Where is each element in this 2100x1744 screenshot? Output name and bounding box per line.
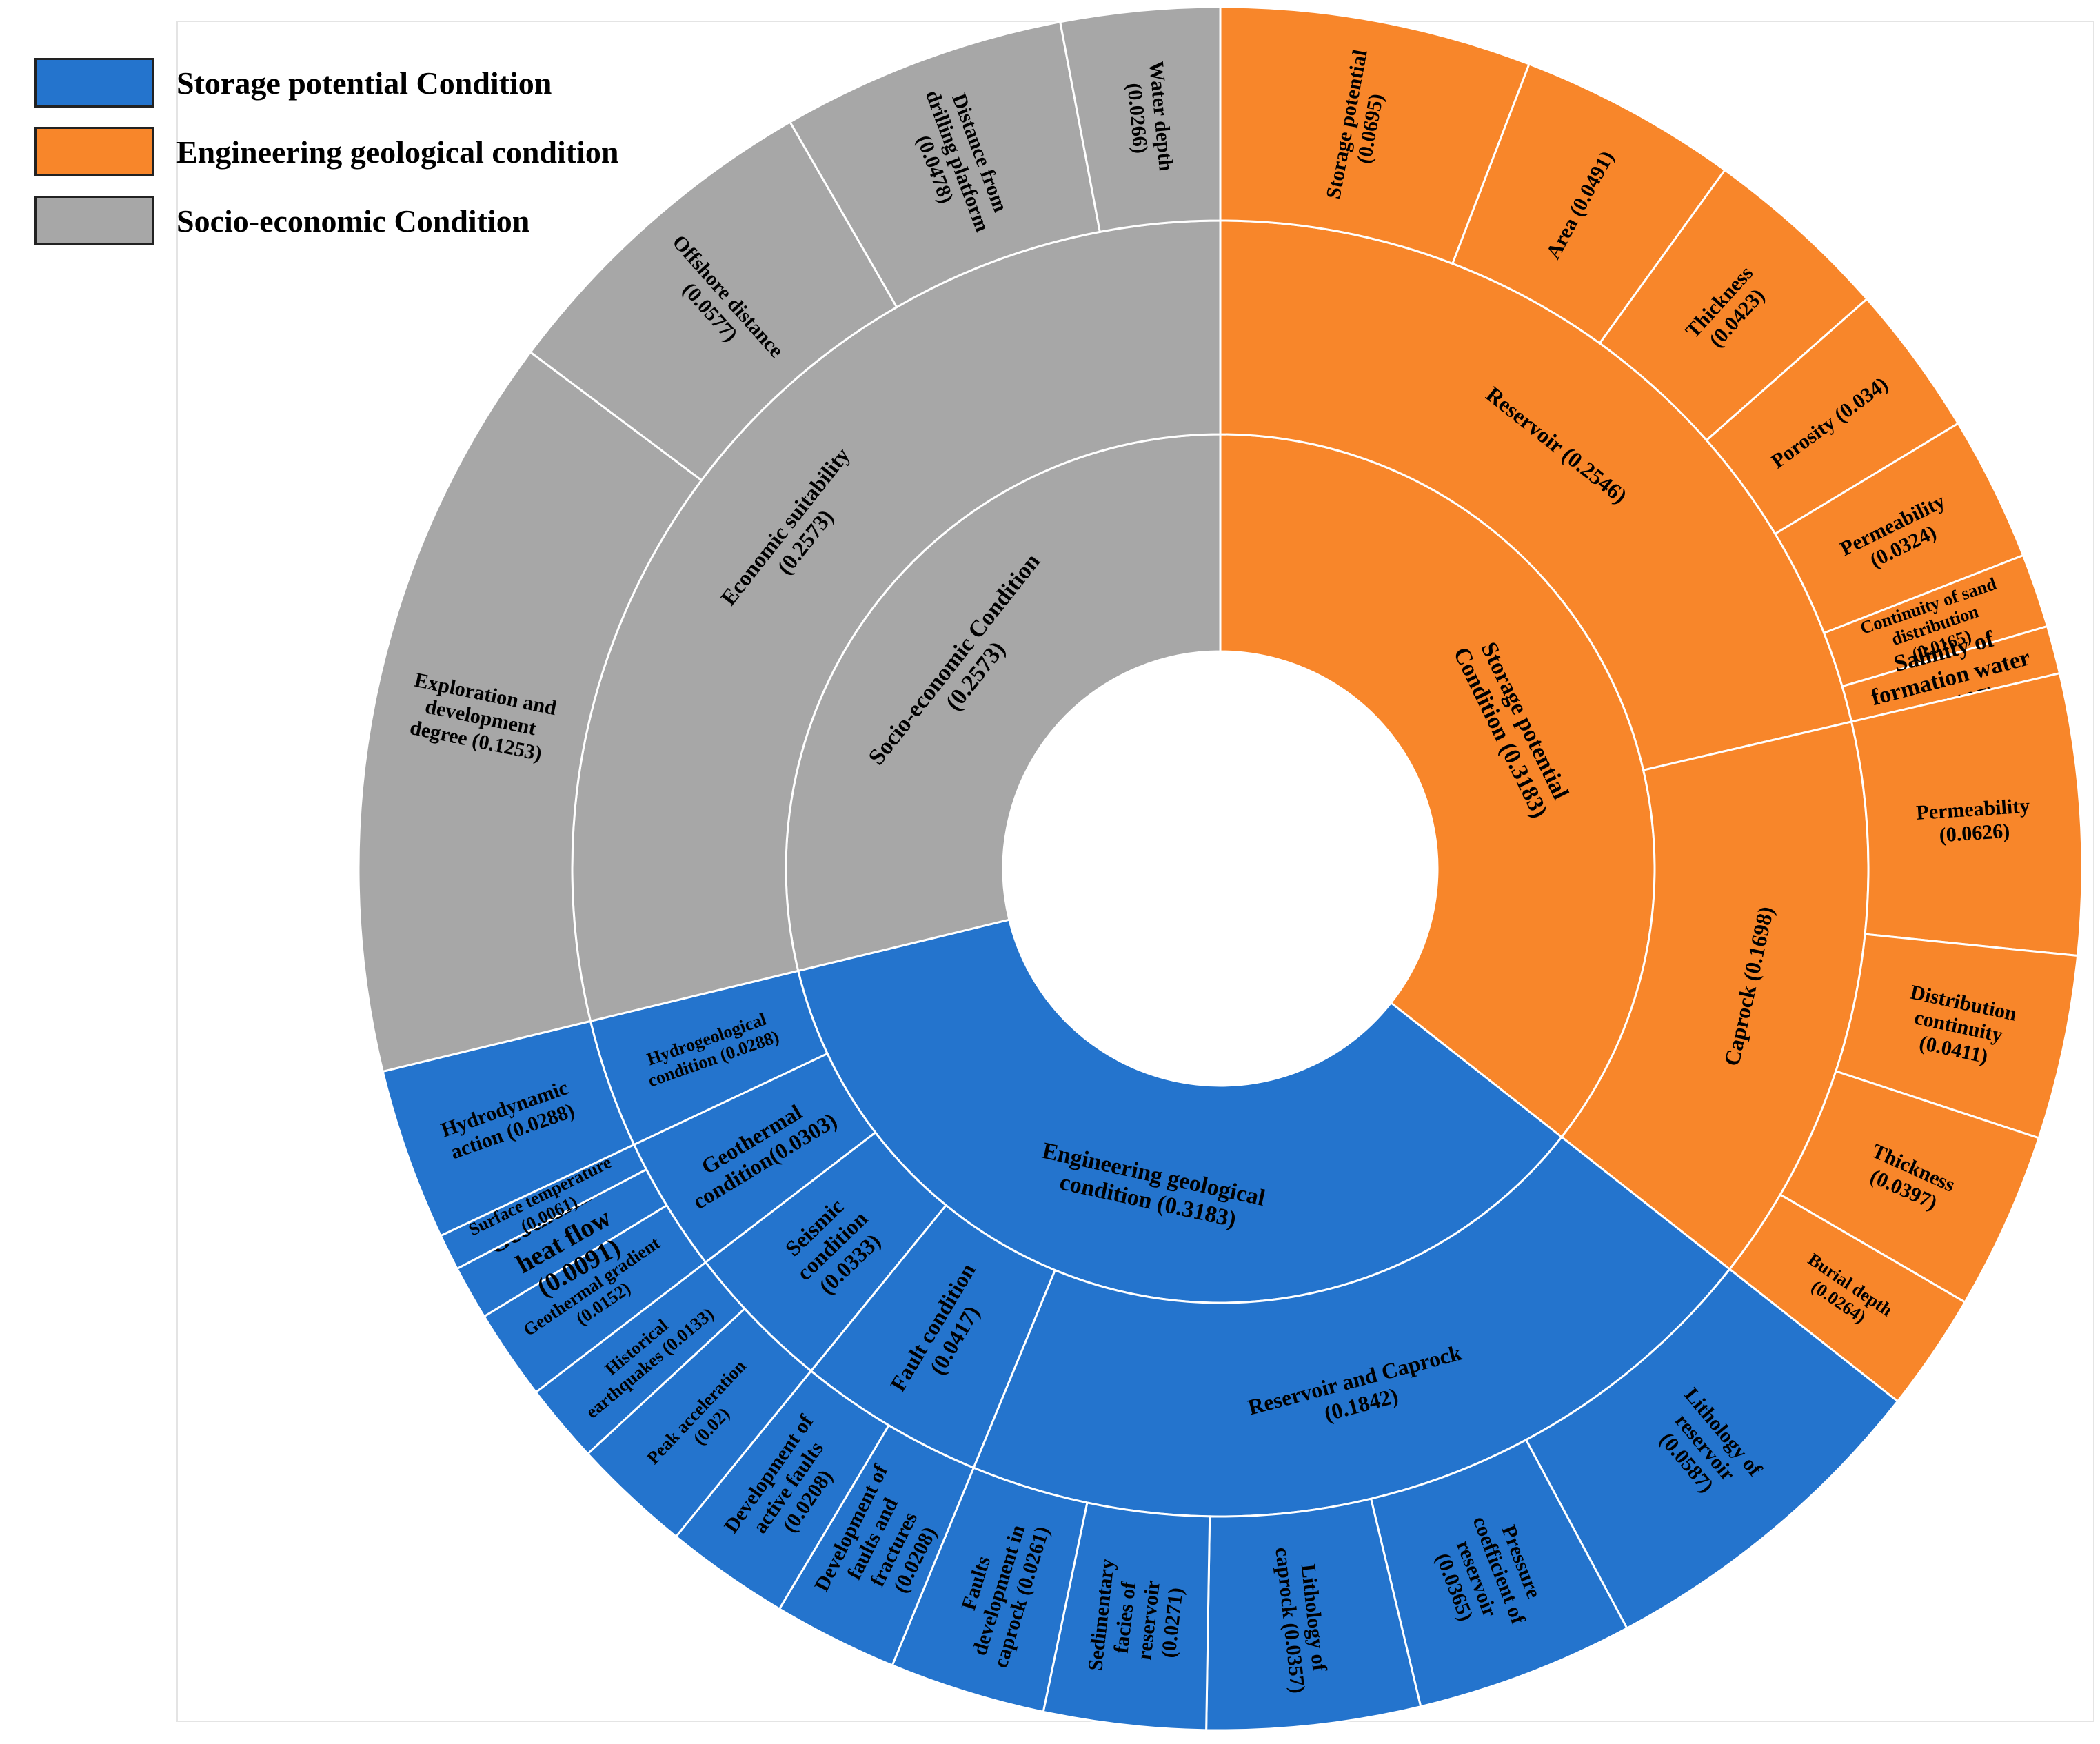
legend-label-socio: Socio-economic Condition: [176, 203, 530, 239]
legend-label-engineering: Engineering geological condition: [176, 134, 619, 170]
legend-swatch-socio: [34, 196, 154, 245]
label-sedimentary-facies-of-reservoir: Sedimentaryfacies ofreservoir(0.0271): [1084, 1558, 1190, 1681]
segment-water-depth: [1058, 6, 1222, 234]
legend: Storage potential Condition Engineering …: [34, 48, 618, 255]
legend-label-storage: Storage potential Condition: [176, 65, 552, 101]
legend-item-storage: Storage potential Condition: [34, 48, 618, 117]
legend-item-socio: Socio-economic Condition: [34, 186, 618, 255]
legend-swatch-storage: [34, 58, 154, 108]
legend-swatch-engineering: [34, 127, 154, 176]
segment-exploration-and-development-degree: [357, 350, 703, 1073]
legend-item-engineering: Engineering geological condition: [34, 117, 618, 186]
